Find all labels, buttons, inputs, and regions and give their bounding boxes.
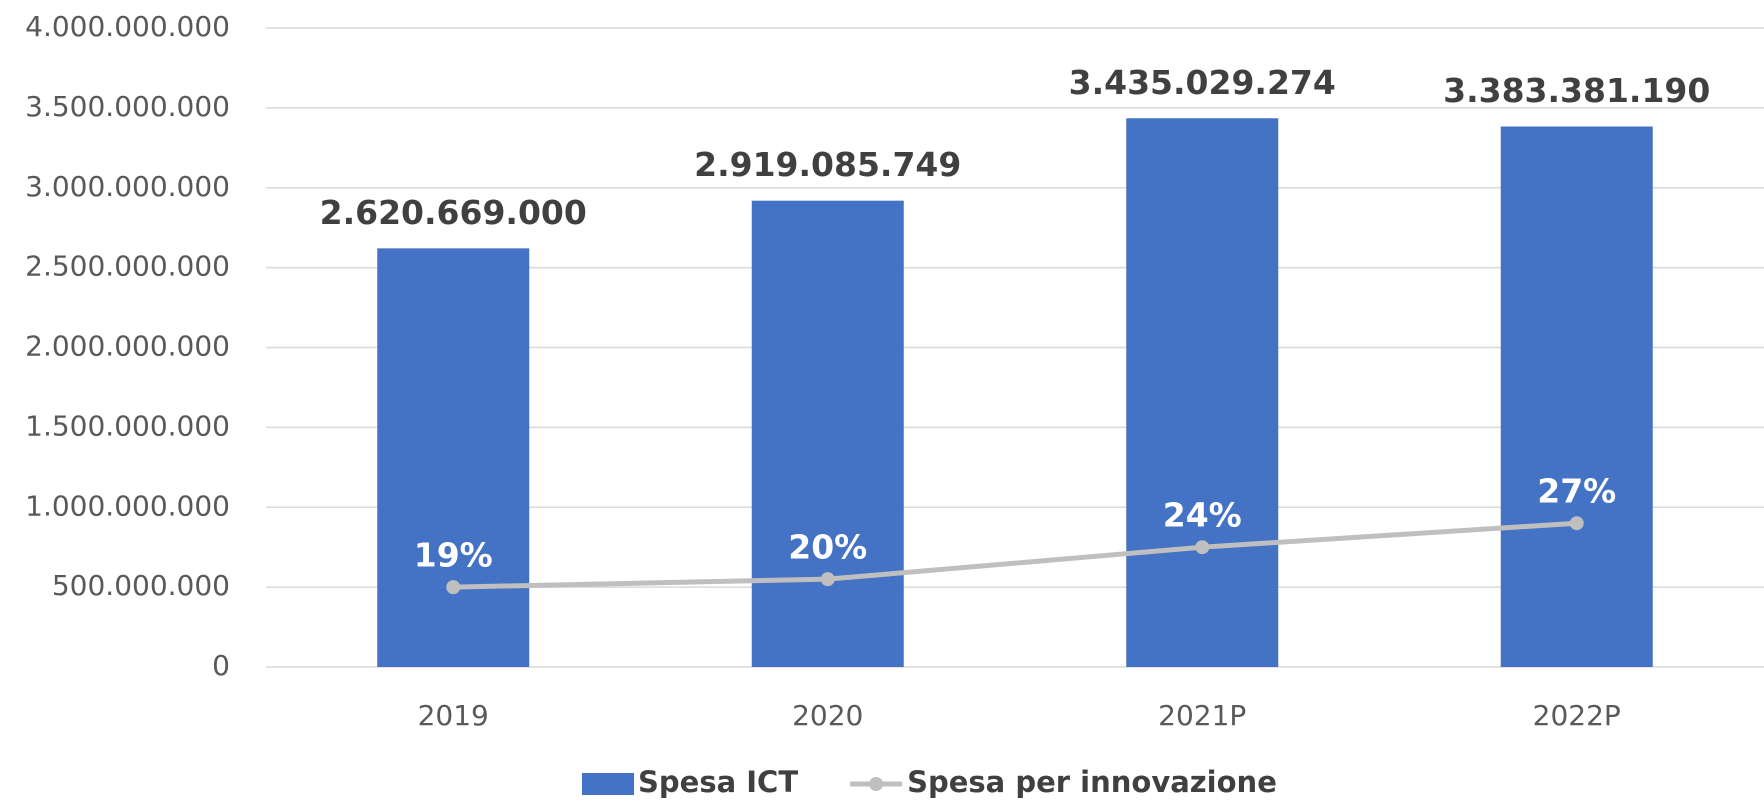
y-tick-label: 4.000.000.000 [25, 10, 230, 43]
x-tick-label: 2022P [1533, 699, 1621, 732]
data-label: 3.435.029.274 [1069, 63, 1336, 102]
bar [1500, 126, 1653, 667]
data-label: 27% [1537, 472, 1616, 511]
data-label: 20% [788, 528, 867, 567]
line-marker [1569, 516, 1584, 531]
legend-label: Spesa per innovazione [907, 765, 1277, 799]
line-marker [820, 572, 835, 587]
line-marker [446, 580, 461, 595]
legend-swatch [582, 773, 634, 795]
y-tick-label: 2.500.000.000 [25, 250, 230, 283]
y-tick-label: 1.500.000.000 [25, 409, 230, 442]
data-label: 2.919.085.749 [694, 145, 961, 184]
line [453, 520, 1577, 590]
bar [1126, 118, 1279, 667]
y-tick-label: 500.000.000 [52, 569, 230, 602]
legend-swatch [869, 777, 884, 791]
y-tick-label: 2.000.000.000 [25, 330, 230, 363]
y-tick-label: 3.000.000.000 [25, 170, 230, 203]
data-label: 2.620.669.000 [320, 193, 587, 232]
y-tick-label: 1.000.000.000 [25, 489, 230, 522]
data-label: 3.383.381.190 [1443, 71, 1710, 110]
x-tick-label: 2019 [418, 699, 489, 732]
bar [377, 248, 530, 667]
y-tick-label: 0 [212, 649, 230, 682]
x-tick-label: 2021P [1158, 699, 1246, 732]
data-label: 19% [414, 536, 493, 575]
y-tick-label: 3.500.000.000 [25, 90, 230, 123]
bar [751, 200, 904, 667]
x-tick-label: 2020 [792, 699, 863, 732]
data-label: 24% [1163, 496, 1242, 535]
legend-label: Spesa ICT [638, 765, 798, 799]
line-marker [1195, 540, 1210, 555]
